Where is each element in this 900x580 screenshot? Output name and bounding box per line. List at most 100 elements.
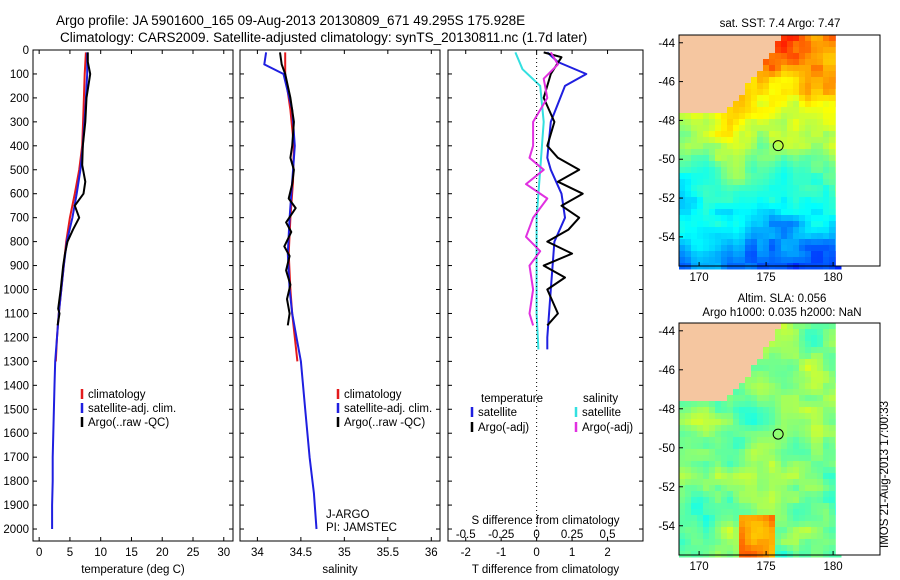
sla-field-cell	[697, 449, 704, 456]
sla-land-cell	[691, 359, 697, 365]
sla-field-cell	[793, 431, 800, 438]
sst-field-cell	[775, 197, 782, 204]
sla-field-cell	[787, 437, 794, 444]
sla-field-cell	[775, 431, 782, 438]
sst-land-cell	[757, 41, 763, 47]
sst-field-cell	[781, 245, 788, 252]
sla-field-cell	[775, 341, 782, 348]
sla-field-cell	[817, 449, 824, 456]
sla-land-cell	[739, 347, 745, 353]
sla-field-cell	[733, 527, 740, 534]
sla-map-y-tick-label: -50	[658, 443, 675, 455]
salinity-series-1	[263, 52, 318, 530]
sst-field-cell	[691, 179, 698, 186]
sst-field-cell	[793, 221, 800, 228]
sla-field-cell	[769, 455, 776, 462]
sst-field-cell	[685, 173, 692, 180]
sla-field-cell	[817, 485, 824, 492]
sla-field-cell	[823, 473, 830, 480]
sst-field-cell	[703, 239, 710, 246]
sst-field-cell	[679, 227, 686, 234]
sla-field-cell	[739, 431, 746, 438]
sst-field-cell	[781, 233, 788, 240]
sst-field-cell	[727, 209, 734, 216]
sla-field-cell	[757, 413, 764, 420]
sla-land-cell	[679, 395, 685, 401]
sla-land-cell	[691, 347, 697, 353]
sst-field-cell	[799, 185, 806, 192]
sla-field-cell	[781, 323, 788, 330]
sst-field-cell	[685, 227, 692, 234]
sst-field-cell	[781, 125, 788, 132]
sst-field-cell	[787, 215, 794, 222]
sla-land-cell	[691, 335, 697, 341]
title-line-2: Climatology: CARS2009. Satellite-adjuste…	[60, 30, 587, 45]
sla-map-y-tick-label: -44	[658, 326, 675, 338]
sla-land-cell	[745, 341, 751, 347]
sla-field-cell	[745, 383, 752, 390]
sla-field-cell	[703, 545, 710, 552]
sst-field-cell	[691, 197, 698, 204]
sla-field-cell	[787, 473, 794, 480]
sst-field-cell	[697, 215, 704, 222]
sst-field-cell	[739, 155, 746, 162]
sst-land-cell	[691, 65, 697, 71]
sla-field-cell	[763, 401, 770, 408]
sla-field-cell	[781, 341, 788, 348]
sst-field-cell	[733, 245, 740, 252]
sst-field-cell	[823, 125, 830, 132]
sla-field-cell	[763, 443, 770, 450]
sla-field-cell	[757, 401, 764, 408]
sst-field-cell	[775, 95, 782, 102]
sst-field-cell	[697, 179, 704, 186]
sst-field-cell	[727, 221, 734, 228]
sla-land-cell	[763, 341, 769, 347]
sla-field-cell	[733, 509, 740, 516]
sst-field-cell	[745, 215, 752, 222]
sla-field-cell	[787, 455, 794, 462]
sla-field-cell	[679, 407, 686, 414]
sla-field-cell	[775, 467, 782, 474]
sla-field-cell	[697, 527, 704, 534]
sla-land-cell	[709, 341, 715, 347]
sst-field-cell	[787, 239, 794, 246]
sst-field-cell	[787, 71, 794, 78]
sst-field-cell	[829, 185, 836, 192]
sst-field-cell	[787, 113, 794, 120]
sla-land-cell	[739, 323, 745, 329]
sla-field-cell	[787, 539, 794, 546]
sst-field-cell	[739, 227, 746, 234]
sst-field-cell	[829, 251, 836, 258]
sst-field-cell	[685, 221, 692, 228]
sla-field-cell	[763, 485, 770, 492]
sla-field-cell	[817, 413, 824, 420]
sla-field-cell	[829, 353, 836, 360]
sst-field-cell	[787, 227, 794, 234]
sla-field-cell	[691, 521, 698, 528]
sst-field-cell	[721, 227, 728, 234]
sla-field-cell	[775, 551, 782, 558]
sla-field-cell	[685, 545, 692, 552]
sla-field-cell	[793, 503, 800, 510]
sst-field-cell	[703, 167, 710, 174]
sst-field-cell	[793, 227, 800, 234]
sla-field-cell	[805, 515, 812, 522]
sst-field-cell	[703, 143, 710, 150]
sla-field-cell	[811, 443, 818, 450]
sst-field-cell	[763, 227, 770, 234]
sla-land-cell	[721, 353, 727, 359]
sst-field-cell	[691, 251, 698, 258]
sst-field-cell	[769, 197, 776, 204]
sla-field-cell	[817, 365, 824, 372]
sst-field-cell	[829, 161, 836, 168]
sst-land-cell	[703, 71, 709, 77]
sla-field-cell	[679, 527, 686, 534]
sst-field-cell	[751, 197, 758, 204]
sst-field-cell	[733, 125, 740, 132]
sla-land-cell	[697, 371, 703, 377]
sla-field-cell	[769, 467, 776, 474]
sst-land-cell	[757, 47, 763, 53]
sst-field-cell	[691, 191, 698, 198]
sla-field-cell	[679, 419, 686, 426]
sst-land-cell	[721, 59, 727, 65]
